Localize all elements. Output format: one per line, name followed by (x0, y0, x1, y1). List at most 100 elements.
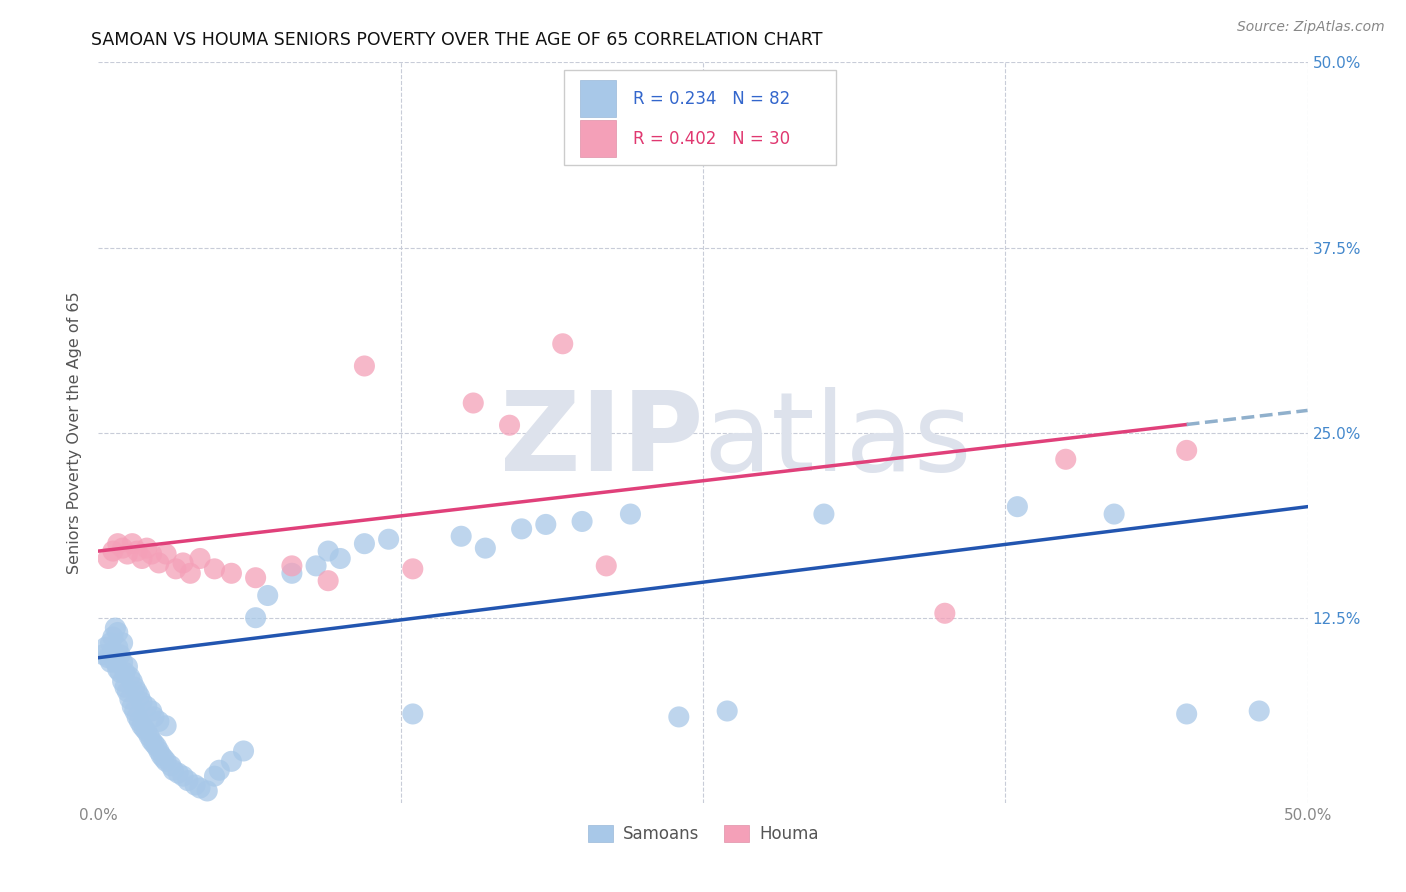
Point (128, 714, 150, 729)
Point (124, 681, 146, 695)
Point (121, 536, 143, 550)
Point (377, 533, 399, 547)
Point (121, 699, 143, 714)
Point (100, 655, 122, 669)
Point (172, 769, 194, 783)
Point (107, 663, 129, 677)
Point (316, 574, 339, 588)
Point (141, 547, 163, 561)
Point (141, 704, 163, 718)
Point (134, 722, 156, 736)
Point (114, 665, 136, 680)
Point (221, 566, 243, 581)
Point (117, 659, 139, 673)
Point (107, 640, 129, 655)
Legend: Samoans, Houma: Samoans, Houma (581, 819, 825, 850)
Point (162, 763, 184, 777)
Point (101, 630, 124, 644)
Point (256, 589, 278, 603)
Point (534, 517, 557, 532)
Point (94, 640, 117, 655)
Point (97, 551, 120, 566)
Point (221, 755, 243, 769)
Text: atlas: atlas (703, 386, 972, 493)
Point (195, 784, 218, 798)
Point (118, 670, 141, 684)
Text: SAMOAN VS HOUMA SENIORS POVERTY OVER THE AGE OF 65 CORRELATION CHART: SAMOAN VS HOUMA SENIORS POVERTY OVER THE… (91, 31, 823, 49)
FancyBboxPatch shape (579, 120, 616, 157)
Point (148, 714, 170, 729)
Point (281, 566, 304, 581)
Point (107, 625, 129, 640)
Point (1175, 443, 1198, 458)
Point (1102, 507, 1125, 521)
Text: ZIP: ZIP (499, 386, 703, 493)
Point (463, 396, 485, 410)
Point (155, 547, 177, 561)
Point (619, 507, 641, 521)
Point (813, 507, 835, 521)
Point (131, 551, 153, 566)
Point (124, 704, 146, 718)
Point (155, 719, 177, 733)
Point (111, 636, 134, 650)
Point (104, 621, 127, 635)
Point (353, 359, 375, 373)
Point (510, 522, 533, 536)
Point (101, 645, 124, 659)
Point (135, 724, 157, 739)
Text: R = 0.402   N = 30: R = 0.402 N = 30 (633, 129, 790, 148)
Point (474, 541, 496, 555)
Point (1054, 452, 1077, 467)
Point (402, 562, 425, 576)
Point (668, 710, 690, 724)
Point (114, 681, 136, 695)
Point (1175, 706, 1198, 721)
Point (107, 536, 129, 550)
Point (281, 558, 304, 573)
Point (143, 737, 166, 751)
Point (595, 558, 617, 573)
Point (117, 547, 139, 561)
Point (131, 695, 153, 709)
Point (138, 729, 160, 743)
Point (245, 610, 267, 624)
Point (188, 551, 211, 566)
Point (179, 566, 201, 581)
Point (188, 780, 211, 795)
Point (571, 515, 593, 529)
Point (127, 544, 149, 558)
Point (131, 719, 153, 733)
Point (155, 755, 177, 769)
Point (316, 544, 339, 558)
Point (141, 733, 163, 747)
Point (118, 692, 141, 706)
Point (172, 556, 194, 570)
Point (127, 710, 149, 724)
Point (160, 758, 183, 772)
Point (716, 704, 738, 718)
Point (104, 655, 127, 669)
Point (128, 689, 150, 703)
Point (167, 766, 190, 780)
Point (305, 558, 328, 573)
Point (135, 699, 157, 714)
Point (208, 763, 231, 777)
Point (97, 650, 120, 665)
Point (245, 571, 267, 585)
Text: R = 0.234   N = 82: R = 0.234 N = 82 (633, 90, 790, 108)
Point (353, 536, 375, 550)
Point (1249, 704, 1271, 718)
Point (101, 544, 124, 558)
Point (152, 751, 174, 765)
Point (143, 710, 166, 724)
FancyBboxPatch shape (579, 80, 616, 117)
Point (100, 636, 122, 650)
Point (450, 529, 472, 543)
Point (127, 685, 149, 699)
Point (108, 648, 131, 662)
Point (232, 744, 254, 758)
Point (111, 655, 134, 669)
Point (498, 418, 520, 433)
Point (148, 744, 170, 758)
